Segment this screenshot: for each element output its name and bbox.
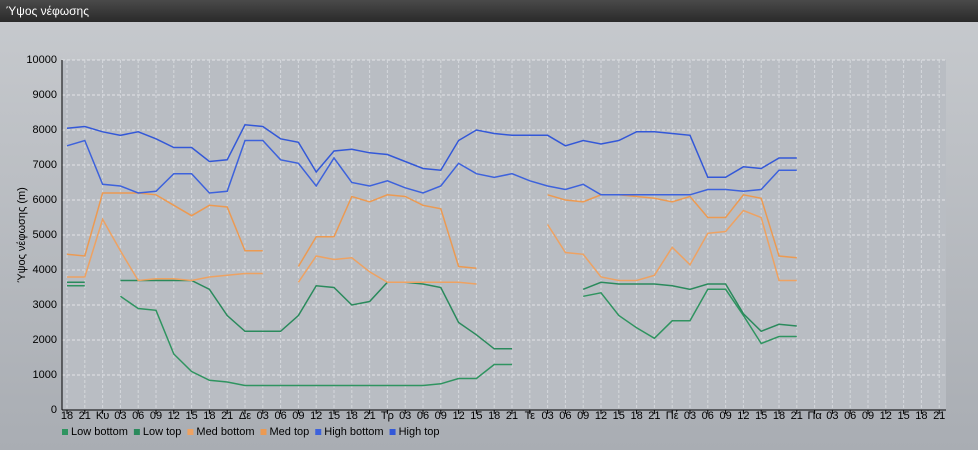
x-tick-label: 21 [79,410,91,422]
x-tick-label: 09 [577,410,589,422]
x-tick-label: 15 [897,410,909,422]
x-tick-label: 09 [862,410,874,422]
series-line [66,139,797,196]
x-tick-label: 06 [559,410,571,422]
x-tick-label: 09 [719,410,731,422]
x-tick-label: 15 [185,410,197,422]
x-tick-label: Πα [807,410,822,422]
series-line [66,192,797,270]
legend-label: Low bottom [71,426,128,438]
legend-label: Low top [143,426,182,438]
x-tick-label: 18 [346,410,358,422]
x-tick-label: Πέ [666,410,679,422]
chart: Ύψος νέφωσης (m) 0 1000 2000 3000 4000 5000 60… [16,54,946,438]
legend-swatch [62,429,68,435]
x-tick-label: 12 [880,410,892,422]
x-tick-label: 18 [630,410,642,422]
x-tick-label: 09 [150,410,162,422]
x-tick-label: 15 [755,410,767,422]
x-tick-label: 18 [203,410,215,422]
x-tick-label: 21 [506,410,518,422]
y-tick-label: 6000 [33,194,57,206]
legend-swatch [315,429,322,435]
y-tick-label: 0 [51,404,57,416]
x-tick-label: 21 [363,410,375,422]
y-tick-label: 8000 [33,124,57,136]
x-tick-label: 03 [684,410,696,422]
legend-label: Med top [270,426,310,438]
x-tick-label: Τρ [381,410,394,422]
x-tick-label: 15 [613,410,625,422]
legend-label: High bottom [324,426,383,438]
legend-swatch [389,429,396,435]
legend-swatch [187,429,194,435]
y-tick-label: 3000 [33,299,57,311]
legend-label: Med bottom [196,426,254,438]
x-tick-label: 06 [274,410,286,422]
x-tick-label: Τε [525,410,536,422]
y-tick-label: 1000 [33,369,57,381]
series-line [67,285,797,387]
x-tick-label: 12 [452,410,464,422]
x-tick-label: 15 [328,410,340,422]
x-tick-label: 15 [470,410,482,422]
legend-swatch [260,429,267,435]
x-tick-label: 18 [773,410,785,422]
legend-swatch [133,429,140,435]
series-line [67,209,797,285]
y-tick-label: 9000 [33,89,57,101]
x-tick-label: 12 [168,410,180,422]
x-tick-label: 03 [257,410,269,422]
x-tick-label: 03 [826,410,838,422]
y-tick-label: 7000 [33,159,57,171]
x-tick-label: 18 [61,410,73,422]
x-tick-label: Δε [239,410,251,422]
x-tick-label: 18 [488,410,500,422]
x-tick-label: 21 [221,410,233,422]
x-tick-label: 12 [737,410,749,422]
y-tick-label: 4000 [33,264,57,276]
x-tick-label: 06 [844,410,856,422]
x-tick-label: 03 [541,410,553,422]
x-tick-label: 18 [915,410,927,422]
x-tick-label: 09 [292,410,304,422]
x-tick-label: 03 [114,410,126,422]
x-tick-label: 09 [435,410,447,422]
y-tick-label: 10000 [26,54,57,66]
y-tick-label: 5000 [33,229,57,241]
window-title: Ύψος νέφωσης [0,0,978,22]
x-tick-label: 21 [648,410,660,422]
x-tick-label: 06 [132,410,144,422]
y-tick-label: 2000 [33,334,57,346]
x-tick-label: 21 [933,410,945,422]
x-tick-label: 03 [399,410,411,422]
x-tick-label: 21 [791,410,803,422]
series-line [66,124,797,179]
x-tick-label: 06 [417,410,429,422]
y-axis-label: Ύψος νέφωσης (m) [16,187,28,283]
legend-label: High top [399,426,440,438]
x-tick-label: 12 [595,410,607,422]
x-tick-label: 06 [702,410,714,422]
x-tick-label: 12 [310,410,322,422]
x-tick-label: Κυ [96,410,109,422]
